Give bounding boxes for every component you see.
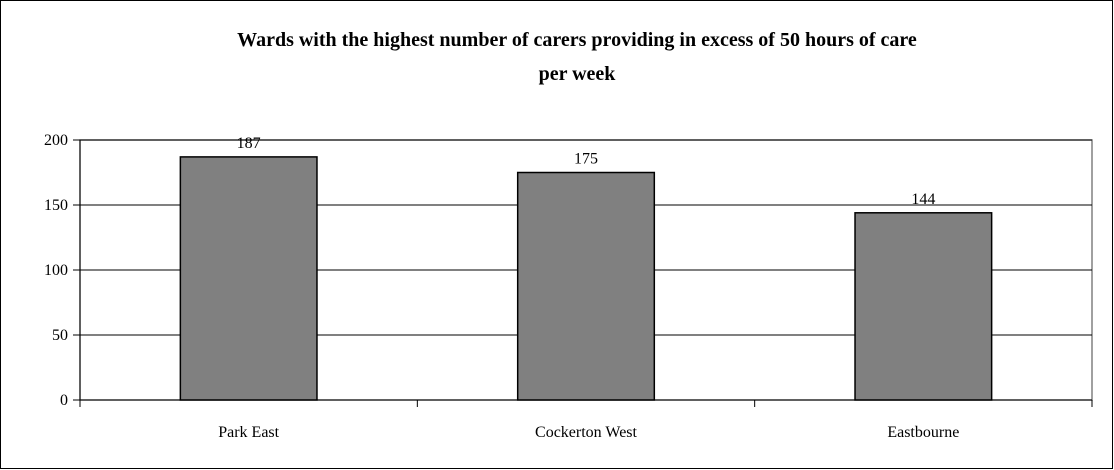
x-tick-label: Cockerton West	[535, 424, 638, 441]
plot-area: 187 175 144 0 50 100 150 200 Park East Cockerto…	[44, 132, 1093, 441]
chart-title-line-1: Wards with the highest number of carers …	[237, 29, 917, 51]
bars	[179, 156, 993, 401]
data-labels: 187 175 144	[237, 135, 936, 208]
chart-title-line-2: per week	[539, 63, 617, 85]
y-tick-label: 50	[52, 327, 68, 344]
y-tick-label: 200	[44, 132, 68, 149]
bar	[516, 171, 656, 401]
y-tick-label: 100	[44, 262, 68, 279]
bar-data-label: 144	[911, 191, 935, 208]
bar	[854, 212, 993, 401]
x-axis-ticks: Park East Cockerton West Eastbourne	[79, 400, 1093, 441]
x-tick-label: Eastbourne	[887, 424, 959, 441]
bar	[179, 156, 318, 401]
bar-data-label: 187	[237, 135, 261, 152]
bar-data-label: 175	[574, 151, 598, 168]
x-tick-label: Park East	[218, 424, 279, 441]
y-tick-label: 0	[60, 392, 68, 409]
y-axis-ticks: 0 50 100 150 200	[44, 132, 80, 409]
y-tick-label: 150	[44, 197, 68, 214]
